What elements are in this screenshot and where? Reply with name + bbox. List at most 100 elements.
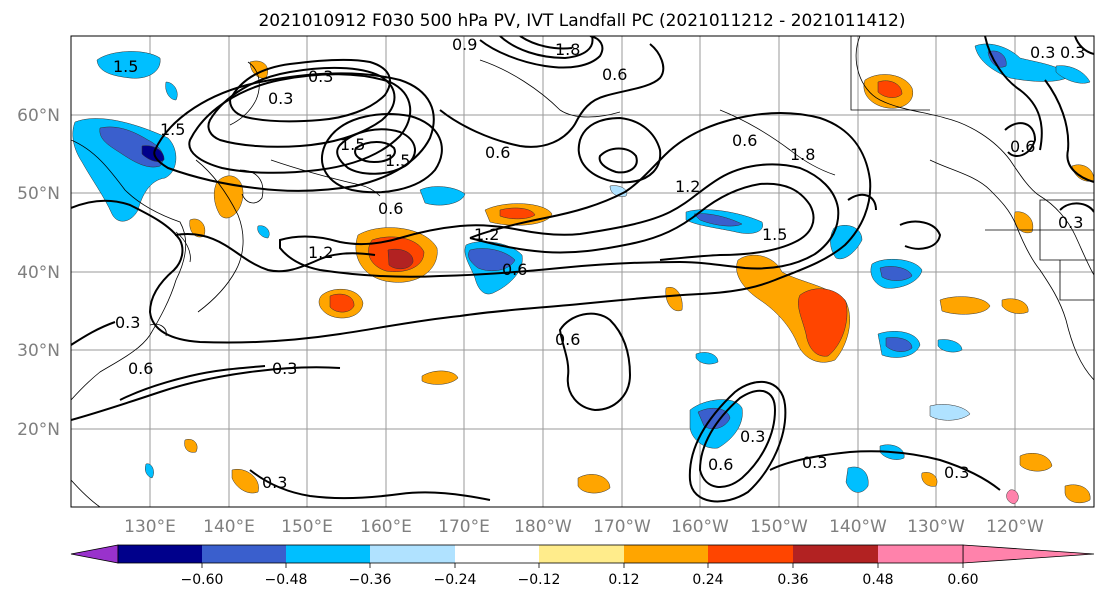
colorbar-tick-label: −0.60 <box>181 572 224 588</box>
lon-tick: 130°W <box>907 517 965 537</box>
lat-tick: 20°N <box>17 420 60 440</box>
negative-anomaly <box>929 404 971 421</box>
ivt-shading <box>72 43 1094 505</box>
lon-tick: 160°W <box>671 517 729 537</box>
positive-anomaly <box>499 207 536 220</box>
negative-anomaly <box>257 225 270 239</box>
contour-label: 1.8 <box>555 40 580 59</box>
negative-anomaly <box>141 145 165 162</box>
colorbar-bin <box>878 545 963 563</box>
contour-label: 1.2 <box>308 243 333 262</box>
colorbar-extend-min <box>70 544 119 564</box>
positive-anomaly <box>665 286 683 312</box>
colorbar-bin <box>455 545 539 563</box>
lon-tick: 140°E <box>203 517 255 537</box>
contour-label: 0.6 <box>708 455 733 474</box>
contour-label: 1.5 <box>385 151 410 170</box>
lon-tick: 170°W <box>593 517 651 537</box>
negative-anomaly <box>987 50 1007 68</box>
positive-anomaly <box>213 175 244 219</box>
contour-label: 0.3 <box>115 313 140 332</box>
colorbar-tick-label: 0.12 <box>608 572 639 588</box>
positive-anomaly <box>387 248 414 270</box>
lon-tick-labels: 130°E 140°E 150°E 160°E 170°E 180°W 170°… <box>124 517 1044 537</box>
contour-label: 0.3 <box>1058 213 1083 232</box>
colorbar-bin <box>539 545 624 563</box>
contour-label: 0.3 <box>944 463 969 482</box>
colorbar-bin <box>370 545 455 563</box>
positive-anomaly <box>939 296 991 315</box>
coastlines <box>71 36 1094 507</box>
pv-contours <box>71 36 1094 503</box>
colorbar-tick-label: −0.12 <box>518 572 561 588</box>
colorbar-bin <box>793 545 878 563</box>
negative-anomaly <box>937 339 963 353</box>
negative-anomaly <box>885 337 913 352</box>
map-frame <box>70 35 1095 508</box>
positive-anomaly <box>231 468 259 494</box>
contour-label: 1.5 <box>762 225 787 244</box>
negative-anomaly <box>419 186 466 206</box>
negative-anomaly <box>697 407 731 429</box>
positive-anomaly <box>1064 484 1091 504</box>
lat-tick: 30°N <box>17 341 60 361</box>
contour-label: 1.2 <box>675 177 700 196</box>
negative-anomaly <box>96 51 161 79</box>
lon-tick: 140°W <box>829 517 887 537</box>
lon-tick: 130°E <box>124 517 176 537</box>
positive-anomaly <box>921 472 938 487</box>
lon-tick: 120°W <box>986 517 1044 537</box>
contour-label: 0.3 <box>1030 43 1055 62</box>
negative-anomaly <box>695 352 719 365</box>
colorbar-tick-label: 0.36 <box>777 572 808 588</box>
contour-label: 0.3 <box>272 359 297 378</box>
contour-label: 0.3 <box>308 67 333 86</box>
colorbar-tick-label: −0.36 <box>349 572 392 588</box>
colorbar-bin <box>202 545 286 563</box>
colorbar-bin <box>286 545 370 563</box>
colorbar-bin <box>624 545 708 563</box>
contour-label: 0.3 <box>1060 43 1085 62</box>
colorbar-tick-label: 0.60 <box>947 572 978 588</box>
negative-anomaly <box>879 266 913 281</box>
positive-anomaly <box>184 439 198 453</box>
contour-label: 1.5 <box>160 120 185 139</box>
lat-tick: 40°N <box>17 263 60 283</box>
colorbar: −0.60 −0.48 −0.36 −0.24 −0.12 0.12 0.24 … <box>70 544 1095 588</box>
contour-label: 1.8 <box>790 145 815 164</box>
negative-anomaly <box>845 466 869 493</box>
colorbar-bin <box>118 545 202 563</box>
contour-labels: 1.5 1.5 0.3 0.3 0.9 1.8 0.6 0.3 0.6 1.5 … <box>113 35 1085 492</box>
positive-anomaly <box>1019 453 1053 472</box>
negative-anomaly <box>1055 65 1091 84</box>
graticule <box>71 36 1094 507</box>
contour-label: 0.6 <box>485 143 510 162</box>
contour-label: 0.6 <box>128 359 153 378</box>
lon-tick: 150°W <box>750 517 808 537</box>
contour-label: 1.5 <box>340 135 365 154</box>
contour-label: 0.6 <box>602 65 627 84</box>
contour-label: 0.6 <box>502 260 527 279</box>
contour-label: 0.3 <box>802 453 827 472</box>
lon-tick: 180°W <box>514 517 572 537</box>
negative-anomaly <box>468 248 516 271</box>
contour-label: 0.9 <box>452 35 477 54</box>
positive-anomaly <box>798 288 848 357</box>
colorbar-frame <box>117 544 964 564</box>
contour-label: 0.3 <box>268 89 293 108</box>
contour-label: 0.3 <box>740 427 765 446</box>
lon-tick: 170°E <box>438 517 490 537</box>
positive-anomaly <box>421 370 459 385</box>
contour-label: 0.6 <box>378 199 403 218</box>
colorbar-extend-max <box>962 544 1095 564</box>
negative-anomaly <box>693 213 743 227</box>
lat-tick-labels: 60°N 50°N 40°N 30°N 20°N <box>17 106 60 440</box>
lon-tick: 160°E <box>360 517 412 537</box>
positive-anomaly <box>1071 164 1094 182</box>
colorbar-ticks <box>201 563 964 568</box>
lon-tick: 150°E <box>281 517 333 537</box>
contour-label: 0.6 <box>555 330 580 349</box>
colorbar-bin <box>708 545 793 563</box>
contour-label: 1.5 <box>113 57 138 76</box>
